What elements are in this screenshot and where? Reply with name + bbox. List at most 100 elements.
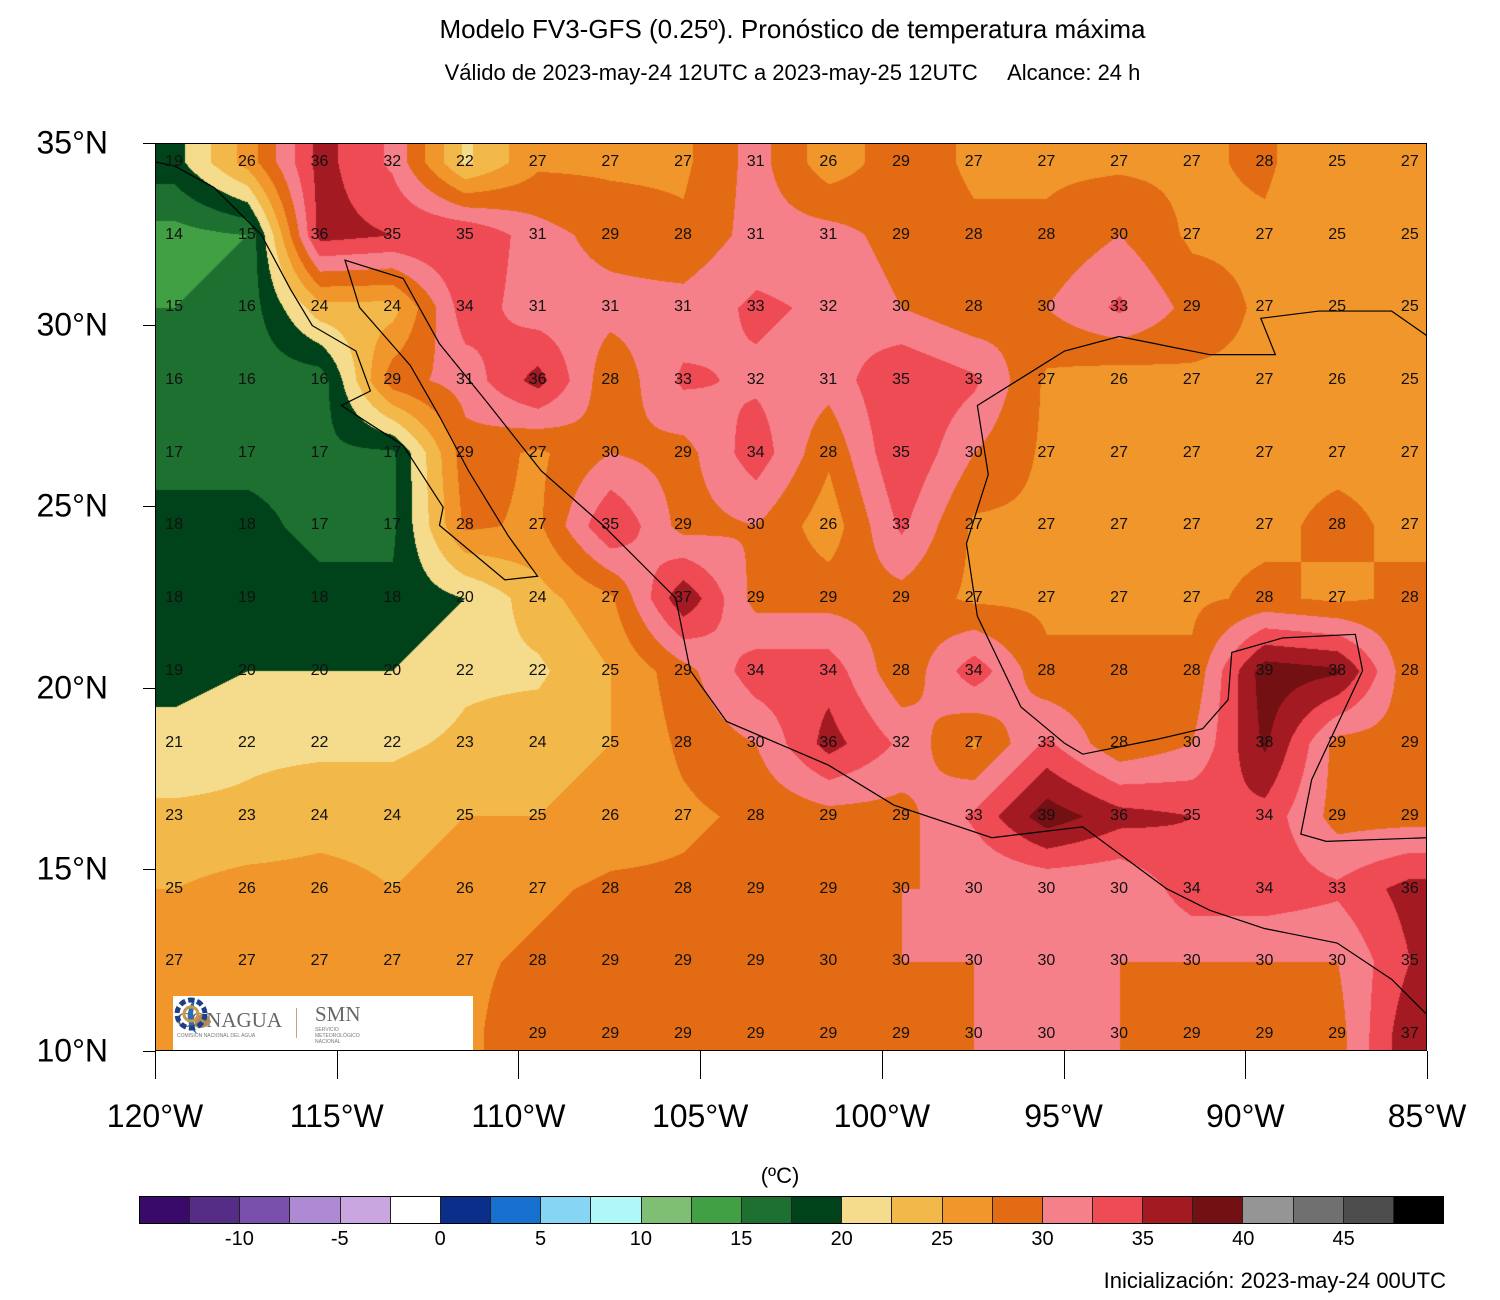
grid-value-label: 27 bbox=[1037, 443, 1056, 461]
colorbar-label: 25 bbox=[930, 1228, 954, 1250]
grid-value-label: 17 bbox=[165, 443, 184, 461]
grid-value-label: 28 bbox=[674, 225, 692, 243]
grid-value-label: 27 bbox=[1255, 443, 1274, 461]
grid-value-label: 19 bbox=[165, 153, 184, 171]
grid-value-label: 27 bbox=[1255, 225, 1274, 243]
grid-value-label: 23 bbox=[237, 806, 256, 824]
colorbar-label: -10 bbox=[224, 1228, 254, 1250]
smn-logo-icon bbox=[174, 997, 208, 1031]
grid-value-label: 14 bbox=[165, 225, 184, 243]
grid-value-label: 29 bbox=[746, 589, 765, 606]
map-subtitle: Válido de 2023-may-24 12UTC a 2023-may-2… bbox=[444, 60, 1141, 85]
grid-value-label: 22 bbox=[456, 153, 474, 171]
colorbar-swatch bbox=[992, 1197, 1043, 1223]
grid-value-label: 27 bbox=[528, 153, 547, 171]
grid-value-label: 30 bbox=[1110, 1024, 1128, 1042]
grid-value-label: 24 bbox=[310, 298, 329, 316]
colorbar-swatch bbox=[1193, 1197, 1244, 1223]
grid-value-label: 28 bbox=[601, 371, 620, 389]
grid-value-label: 36 bbox=[1400, 879, 1419, 897]
grid-value-label: 30 bbox=[601, 443, 620, 461]
grid-value-label: 29 bbox=[746, 952, 765, 970]
grid-value-label: 27 bbox=[1182, 225, 1201, 243]
coastlines bbox=[156, 161, 1426, 1015]
grid-value-label: 34 bbox=[964, 661, 983, 679]
grid-value-label: 28 bbox=[1400, 589, 1419, 606]
grid-value-label: 27 bbox=[601, 589, 620, 606]
grid-value-label: 29 bbox=[892, 806, 910, 824]
grid-value-label: 30 bbox=[746, 516, 765, 534]
colorbar-swatch bbox=[1243, 1197, 1294, 1223]
grid-value-label: 30 bbox=[892, 879, 910, 897]
longitude-tick-mark bbox=[1427, 1051, 1428, 1079]
grid-value-label: 25 bbox=[1400, 298, 1419, 316]
grid-value-label: 28 bbox=[1037, 661, 1056, 679]
grid-value-label: 27 bbox=[964, 589, 983, 606]
grid-value-label: 17 bbox=[310, 516, 329, 534]
grid-value-label: 27 bbox=[964, 734, 983, 752]
grid-value-label: 19 bbox=[237, 589, 256, 606]
grid-value-label: 29 bbox=[601, 225, 620, 243]
grid-value-label: 27 bbox=[237, 952, 256, 970]
grid-value-label: 29 bbox=[674, 443, 692, 461]
longitude-tick-mark bbox=[881, 1051, 883, 1079]
grid-value-label: 34 bbox=[746, 661, 765, 679]
colorbar-label: -5 bbox=[330, 1228, 349, 1250]
colorbar-swatch bbox=[842, 1197, 893, 1223]
grid-value-label: 34 bbox=[1255, 806, 1274, 824]
grid-value-label: 29 bbox=[601, 1024, 620, 1042]
longitude-tick-mark bbox=[1063, 1051, 1065, 1079]
grid-value-label: 27 bbox=[601, 153, 620, 171]
grid-value-label: 18 bbox=[165, 516, 184, 534]
grid-value-label: 28 bbox=[819, 443, 838, 461]
grid-value-label: 24 bbox=[383, 298, 402, 316]
colorbar-swatch bbox=[541, 1197, 592, 1223]
grid-value-label: 27 bbox=[1328, 589, 1347, 606]
colorbar-swatch bbox=[1143, 1197, 1194, 1223]
grid-value-label: 25 bbox=[601, 661, 620, 679]
grid-value-label: 20 bbox=[383, 661, 402, 679]
grid-value-label: 29 bbox=[1328, 806, 1347, 824]
grid-value-label: 35 bbox=[601, 516, 620, 534]
grid-value-label: 16 bbox=[237, 298, 256, 316]
latitude-tick-mark bbox=[143, 324, 155, 326]
grid-value-label: 28 bbox=[1110, 734, 1128, 752]
grid-value-label: 27 bbox=[528, 516, 547, 534]
conagua-smn-logo: CONAGUA COMISIÓN NACIONAL DEL AGUA SMN S… bbox=[173, 996, 473, 1050]
grid-value-label: 31 bbox=[746, 225, 765, 243]
latitude-tick-mark bbox=[143, 869, 155, 871]
grid-value-label: 18 bbox=[310, 589, 329, 606]
colorbar-label: 10 bbox=[629, 1228, 653, 1250]
grid-value-label: 29 bbox=[674, 516, 692, 534]
grid-value-label: 20 bbox=[310, 661, 329, 679]
grid-value-label: 16 bbox=[310, 371, 329, 389]
grid-value-label: 35 bbox=[892, 443, 910, 461]
grid-value-label: 36 bbox=[819, 734, 838, 752]
grid-value-label: 25 bbox=[165, 879, 184, 897]
grid-value-label: 26 bbox=[310, 879, 329, 897]
grid-value-label: 27 bbox=[1328, 443, 1347, 461]
grid-value-label: 30 bbox=[1037, 1024, 1056, 1042]
grid-value-label: 30 bbox=[964, 952, 983, 970]
grid-value-label: 29 bbox=[674, 1024, 692, 1042]
grid-value-label: 30 bbox=[964, 443, 983, 461]
grid-value-label: 27 bbox=[1037, 589, 1056, 606]
grid-value-label: 27 bbox=[1110, 443, 1128, 461]
grid-value-label: 28 bbox=[1400, 661, 1419, 679]
grid-value-label: 20 bbox=[237, 661, 256, 679]
grid-value-label: 28 bbox=[674, 879, 692, 897]
grid-value-label: 28 bbox=[1328, 516, 1347, 534]
latitude-tick-label: 25°N bbox=[36, 487, 109, 524]
grid-value-label: 36 bbox=[1110, 806, 1128, 824]
grid-value-label: 27 bbox=[1182, 371, 1201, 389]
grid-value-label: 18 bbox=[165, 589, 184, 606]
logo-divider bbox=[296, 1008, 297, 1038]
colorbar-label: 40 bbox=[1232, 1228, 1255, 1250]
grid-value-label: 26 bbox=[819, 153, 838, 171]
grid-value-label: 18 bbox=[237, 516, 256, 534]
grid-value-label: 36 bbox=[310, 225, 329, 243]
latitude-tick-mark bbox=[143, 1051, 155, 1052]
grid-value-label: 29 bbox=[674, 661, 692, 679]
colorbar-label: 20 bbox=[830, 1228, 853, 1250]
grid-value-label: 37 bbox=[1400, 1024, 1419, 1042]
